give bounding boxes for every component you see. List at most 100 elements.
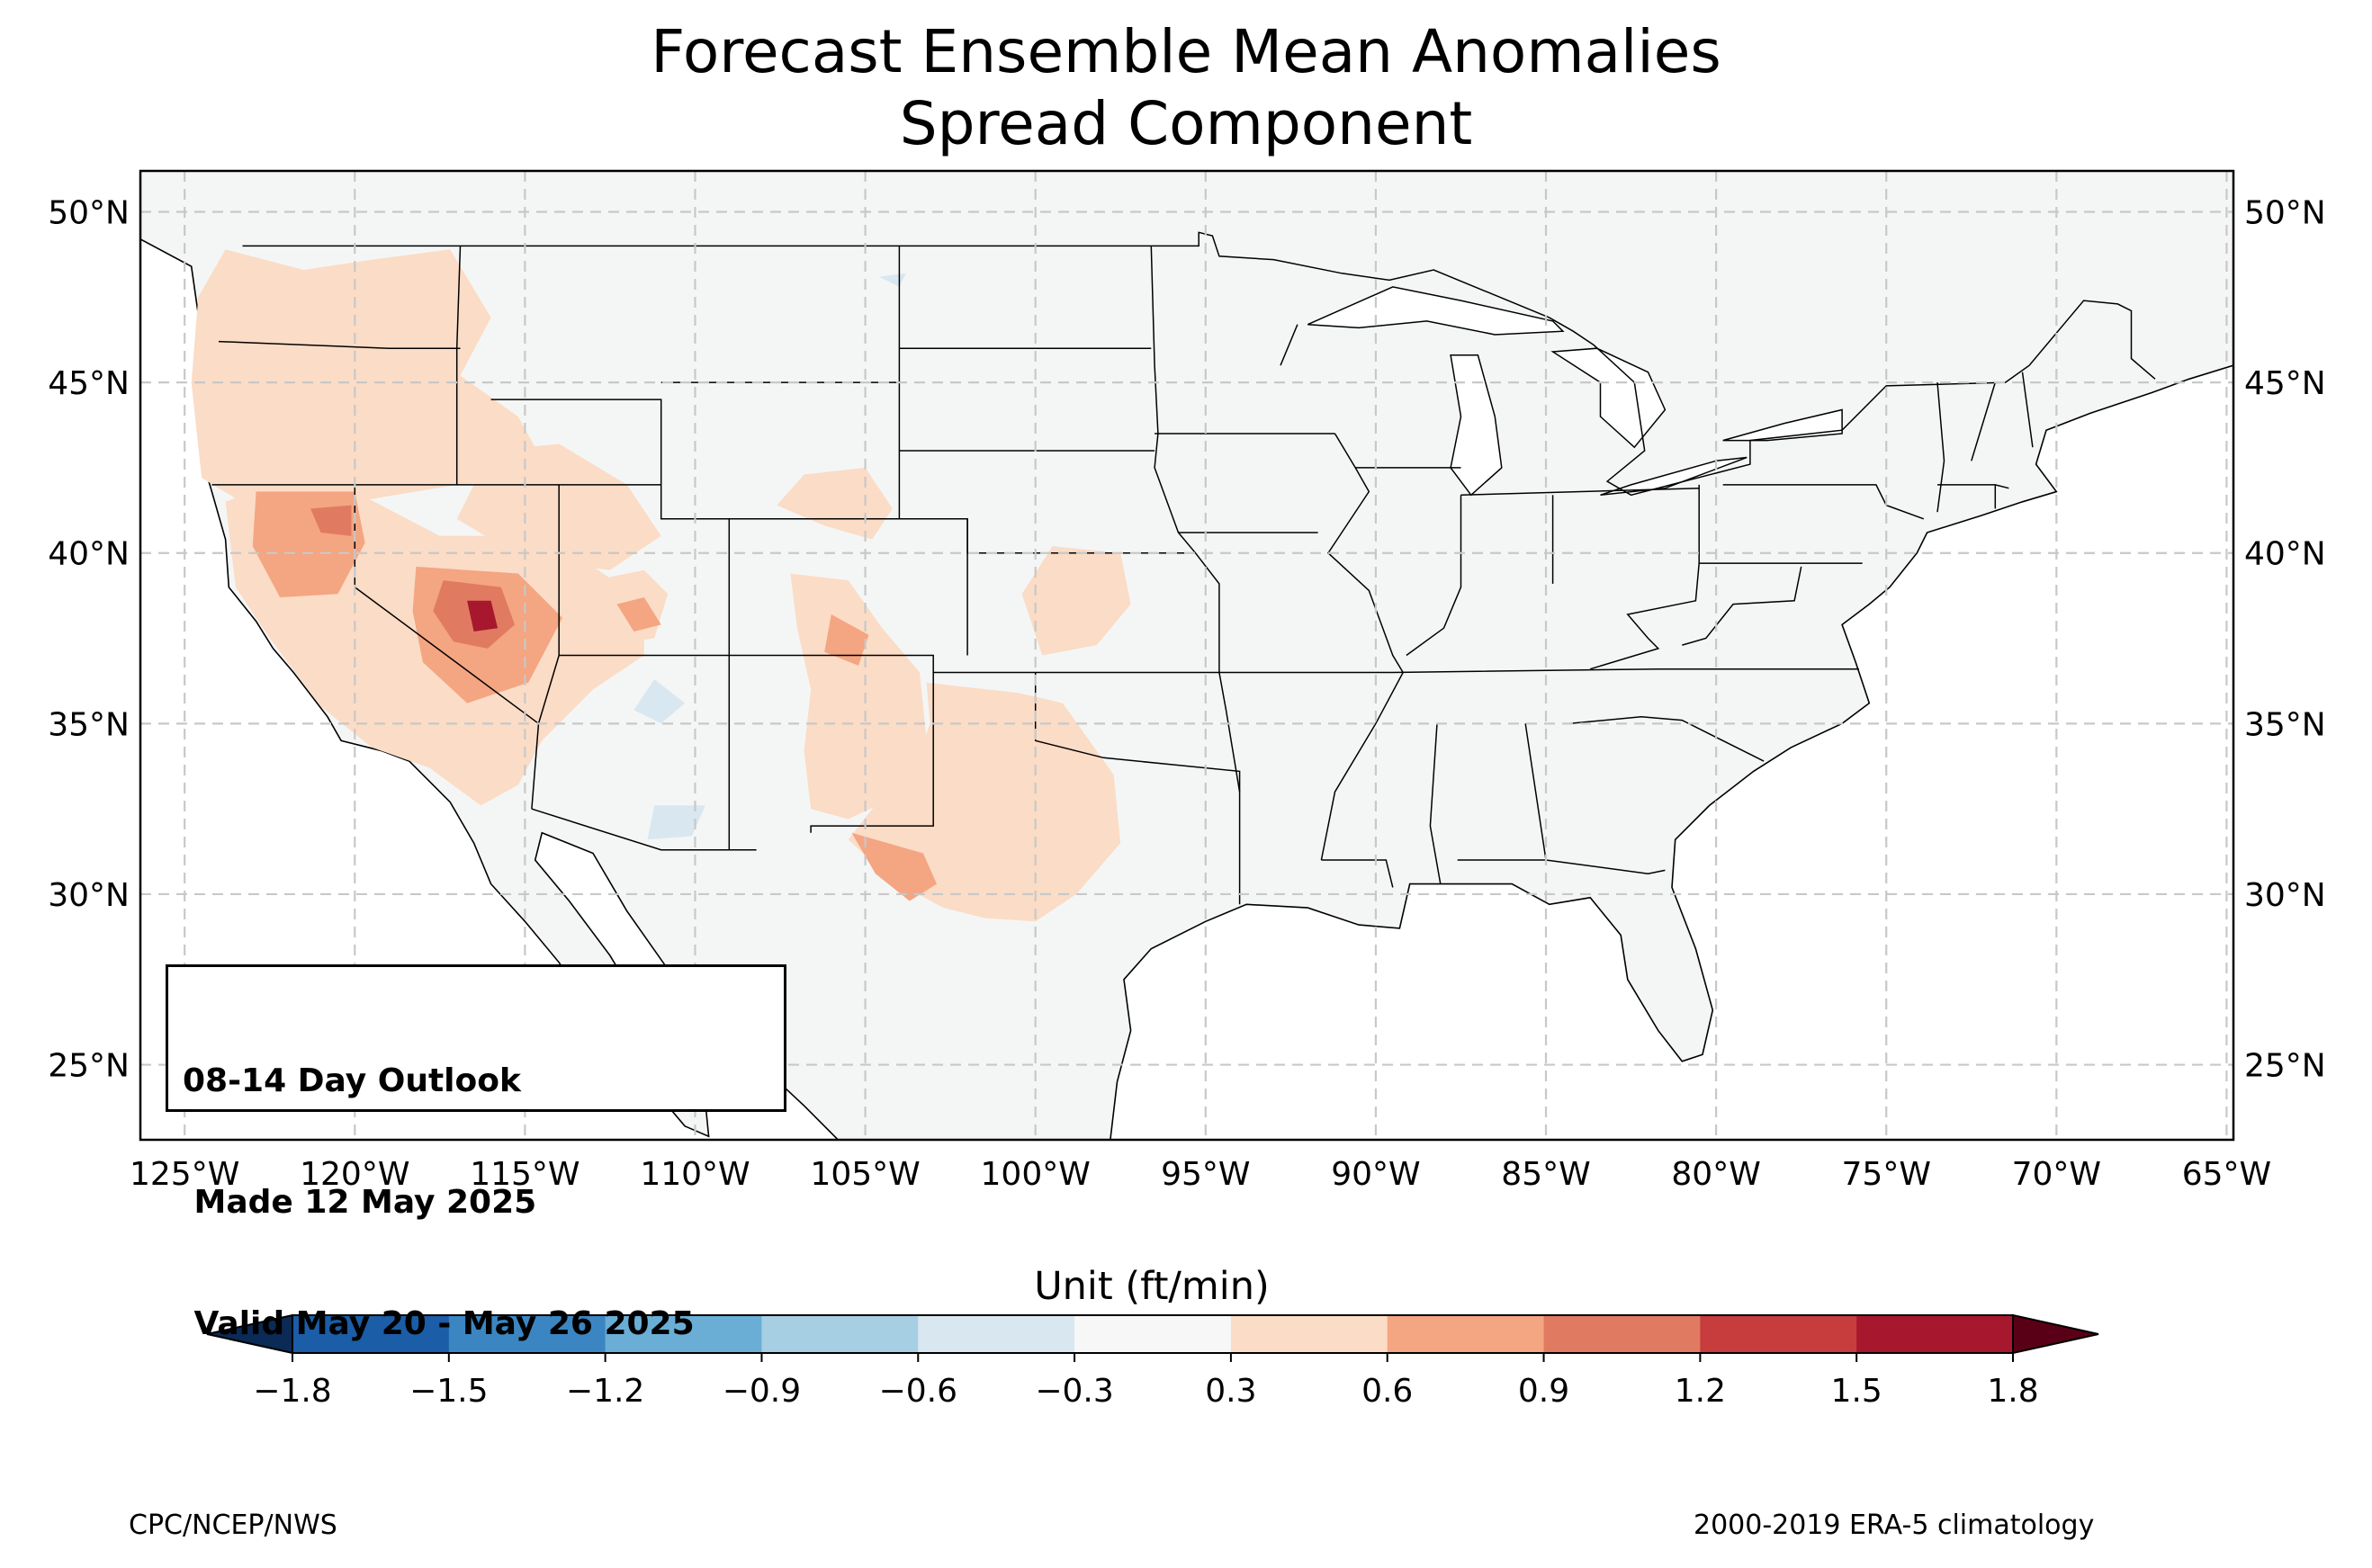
- colorbar-segment: [1230, 1315, 1388, 1353]
- colorbar-segment: [1543, 1315, 1701, 1353]
- colorbar-tick-label: 1.8: [1987, 1373, 2039, 1410]
- lon-tick-label: 105°W: [810, 1156, 920, 1193]
- lat-tick-label: 50°N: [2244, 195, 2326, 232]
- state-boundary: [1406, 495, 1462, 657]
- colorbar-segment: [1074, 1315, 1232, 1353]
- lon-tick-label: 100°W: [981, 1156, 1091, 1193]
- lon-tick-label: 75°W: [1842, 1156, 1931, 1193]
- anomaly-layer: [191, 249, 1843, 922]
- colorbar: [206, 1313, 2099, 1362]
- lon-tick-label: 120°W: [300, 1156, 409, 1193]
- state-boundary: [1457, 859, 1666, 874]
- colorbar-outline: [292, 1314, 2014, 1354]
- anomaly-region: [310, 505, 352, 536]
- colorbar-tick-label: −1.8: [253, 1373, 332, 1410]
- state-boundary: [531, 484, 560, 810]
- great-lake-0: [1307, 286, 1565, 336]
- outlook-valid-range: Valid May 20 - May 26 2025: [183, 1305, 695, 1342]
- state-boundary: [242, 231, 2156, 497]
- map-subtitle: Spread Component: [899, 89, 1473, 158]
- anomaly-region: [191, 249, 553, 519]
- state-boundary: [810, 672, 934, 833]
- lat-tick-label: 25°N: [2244, 1048, 2326, 1085]
- lat-tick-label: 45°N: [48, 365, 130, 402]
- map-frame: [139, 169, 2235, 1142]
- colorbar-segment: [918, 1315, 1075, 1353]
- state-boundary: [1321, 859, 1394, 888]
- lon-tick-label: 70°W: [2012, 1156, 2101, 1193]
- lat-labels-left: 25°N 30°N 35°N 40°N 45°N 50°N: [48, 195, 130, 1085]
- lon-tick-label: 65°W: [2182, 1156, 2271, 1193]
- colorbar-tick-label: −1.5: [409, 1373, 489, 1410]
- state-boundary: [531, 808, 757, 851]
- state-boundary: [1569, 716, 1765, 762]
- state-boundary: [1722, 484, 1925, 520]
- lat-tick-label: 40°N: [48, 536, 130, 573]
- colorbar-label: Unit (ft/min): [1034, 1264, 1270, 1309]
- outlook-info-box: 08-14 Day Outlook Made 12 May 2025 Valid…: [166, 964, 786, 1342]
- state-boundary: [1280, 324, 1298, 366]
- anomaly-region: [851, 832, 937, 901]
- anomaly-region: [633, 679, 686, 724]
- lon-labels: 125°W 120°W 115°W 110°W 105°W 100°W 95°W 90°W 85…: [130, 1156, 2271, 1193]
- colorbar-tick-label: 1.2: [1674, 1373, 1726, 1410]
- lat-tick-label: 25°N: [48, 1048, 130, 1085]
- map-title: Forecast Ensemble Mean Anomalies: [651, 17, 1721, 86]
- colorbar-segment: [1700, 1315, 1857, 1353]
- colorbar-tick-label: −1.2: [565, 1373, 645, 1410]
- lon-tick-label: 85°W: [1501, 1156, 1590, 1193]
- lon-tick-label: 90°W: [1331, 1156, 1420, 1193]
- anomaly-region: [777, 467, 893, 540]
- colorbar-segment: [1856, 1315, 2014, 1353]
- state-boundary: [1320, 433, 1405, 861]
- lat-tick-label: 35°N: [48, 706, 130, 743]
- lon-tick-label: 115°W: [470, 1156, 580, 1193]
- credit-left: CPC/NCEP/NWS: [129, 1510, 337, 1541]
- state-boundary: [1218, 672, 1241, 793]
- colorbar-segment: [292, 1315, 450, 1353]
- lat-tick-label: 35°N: [2244, 706, 2326, 743]
- state-boundary: [1589, 563, 1700, 670]
- state-boundary: [1524, 723, 1547, 861]
- colorbar-tick-label: −0.9: [722, 1373, 802, 1410]
- lat-tick-label: 45°N: [2244, 365, 2326, 402]
- state-boundary: [1682, 566, 1802, 646]
- state-boundary: [1460, 487, 1700, 497]
- state-boundary: [1936, 382, 1945, 513]
- anomaly-region: [616, 597, 661, 632]
- lat-tick-label: 30°N: [48, 877, 130, 914]
- great-lake-1: [1450, 354, 1503, 497]
- colorbar-tick-label: 0.6: [1361, 1373, 1414, 1410]
- colorbar-tick-label: 0.3: [1205, 1373, 1257, 1410]
- anomaly-region: [1021, 546, 1131, 656]
- anomaly-region: [467, 600, 499, 632]
- lon-tick-label: 80°W: [1671, 1156, 1760, 1193]
- lon-tick-label: 125°W: [130, 1156, 239, 1193]
- lon-tick-label: 110°W: [640, 1156, 750, 1193]
- colorbar-tick-label: 1.5: [1830, 1373, 1882, 1410]
- state-boundary: [1971, 381, 1997, 461]
- anomaly-region: [790, 573, 927, 820]
- great-lake-4: [1722, 408, 1843, 442]
- state-boundary: [218, 340, 461, 349]
- state-boundaries: [211, 231, 2156, 905]
- credit-right: 2000-2019 ERA-5 climatology: [1694, 1510, 2095, 1541]
- colorbar-segment: [1387, 1315, 1545, 1353]
- colorbar-segment: [605, 1315, 762, 1353]
- colorbar-tick-label: 0.9: [1517, 1373, 1570, 1410]
- outlook-title: 08-14 Day Outlook: [183, 1062, 521, 1099]
- lat-tick-label: 50°N: [48, 195, 130, 232]
- colorbar-tick-label: −0.6: [878, 1373, 957, 1410]
- state-boundary: [2021, 372, 2034, 448]
- great-lake-2: [1550, 347, 1667, 449]
- state-boundary: [1150, 246, 1220, 673]
- lat-tick-label: 30°N: [2244, 877, 2326, 914]
- anomaly-region: [647, 805, 705, 840]
- lon-tick-label: 95°W: [1161, 1156, 1250, 1193]
- land-mass: [140, 171, 2233, 1140]
- lat-labels-right: 25°N 30°N 35°N 40°N 45°N 50°N: [2244, 195, 2326, 1085]
- colorbar-tick-label: −0.3: [1035, 1373, 1114, 1410]
- colorbar-segment: [448, 1315, 606, 1353]
- colorbar-segment: [761, 1315, 919, 1353]
